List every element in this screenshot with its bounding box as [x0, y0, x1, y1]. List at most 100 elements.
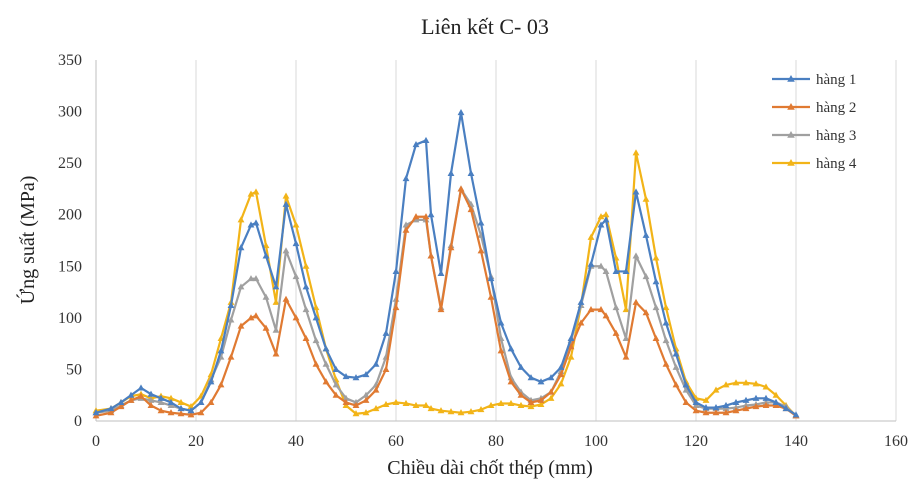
data-point	[742, 401, 750, 409]
data-point	[207, 398, 215, 405]
data-point	[147, 396, 155, 403]
data-point	[652, 254, 660, 261]
data-point	[247, 221, 255, 228]
data-point	[752, 402, 760, 410]
data-point	[652, 278, 660, 285]
data-point	[527, 402, 535, 410]
data-point	[127, 391, 135, 398]
data-point	[187, 411, 195, 418]
legend-label: hàng 1	[816, 72, 856, 88]
data-point	[762, 394, 770, 401]
data-point	[742, 396, 750, 403]
x-tick-label: 80	[488, 433, 504, 450]
legend-label: hàng 4	[816, 156, 857, 172]
data-point	[557, 370, 565, 378]
data-point	[272, 326, 280, 333]
data-point	[392, 303, 400, 311]
data-point	[642, 195, 650, 202]
data-point	[457, 109, 465, 116]
x-tick-label: 60	[388, 433, 404, 450]
data-point	[682, 381, 690, 388]
data-point	[792, 411, 800, 418]
data-point	[137, 384, 145, 391]
data-point	[252, 219, 260, 226]
data-point	[422, 136, 430, 143]
data-point	[302, 334, 310, 342]
legend-marker	[787, 159, 795, 166]
data-point	[547, 374, 555, 381]
data-point	[527, 398, 535, 405]
data-point	[332, 381, 340, 388]
data-point	[207, 378, 215, 385]
data-point	[682, 398, 690, 405]
data-point	[427, 252, 435, 259]
data-point	[547, 388, 555, 395]
data-point	[252, 275, 260, 282]
data-point	[217, 381, 225, 388]
data-point	[272, 283, 280, 290]
data-point	[497, 319, 505, 326]
data-point	[117, 398, 125, 405]
data-point	[642, 273, 650, 280]
data-point	[632, 149, 640, 156]
data-point	[372, 386, 380, 393]
data-point	[352, 410, 360, 417]
data-point	[342, 401, 350, 409]
data-point	[612, 303, 620, 311]
data-point	[92, 412, 100, 419]
y-tick-label: 0	[74, 413, 82, 430]
data-point	[642, 231, 650, 238]
data-point	[372, 405, 380, 412]
data-point	[477, 247, 485, 254]
data-point	[712, 386, 720, 393]
data-point	[722, 405, 730, 412]
data-point	[487, 401, 495, 409]
ticks-layer: 0 20 40 60 80 100 120 140 160 0 50 100 150 200 250 300 3…	[58, 52, 908, 450]
data-point	[692, 398, 700, 405]
data-point	[322, 360, 330, 367]
y-tick-label: 200	[58, 207, 82, 224]
data-point	[237, 283, 245, 290]
data-point	[702, 396, 710, 403]
data-point	[177, 398, 185, 405]
data-point	[427, 211, 435, 218]
x-tick-label: 20	[188, 433, 204, 450]
chart-title: Liên kết C- 03	[421, 14, 549, 39]
data-point	[197, 398, 205, 405]
data-point	[237, 322, 245, 329]
legend-marker	[787, 75, 795, 82]
data-point	[177, 410, 185, 417]
data-point	[577, 298, 585, 305]
data-point	[642, 309, 650, 316]
data-point	[447, 244, 455, 251]
legend-label: hàng 2	[816, 100, 856, 116]
data-point	[762, 401, 770, 409]
data-point	[537, 400, 545, 408]
data-point	[487, 275, 495, 282]
data-point	[322, 378, 330, 385]
data-point	[412, 213, 420, 220]
data-point	[602, 267, 610, 274]
data-point	[352, 401, 360, 409]
data-point	[292, 239, 300, 247]
data-point	[372, 360, 380, 367]
data-point	[772, 391, 780, 398]
data-point	[587, 260, 595, 267]
data-point	[602, 216, 610, 223]
data-point	[782, 405, 790, 412]
data-point	[597, 262, 605, 269]
data-point	[322, 345, 330, 352]
data-point	[312, 336, 320, 344]
data-point	[402, 399, 410, 406]
data-point	[467, 205, 475, 213]
data-point	[392, 267, 400, 274]
data-point	[682, 386, 690, 393]
data-point	[507, 378, 515, 385]
data-point	[147, 401, 155, 409]
y-tick-label: 50	[66, 361, 82, 378]
data-point	[252, 188, 260, 195]
data-point	[497, 347, 505, 354]
data-point	[537, 396, 545, 403]
data-point	[702, 409, 710, 416]
data-point	[597, 213, 605, 220]
